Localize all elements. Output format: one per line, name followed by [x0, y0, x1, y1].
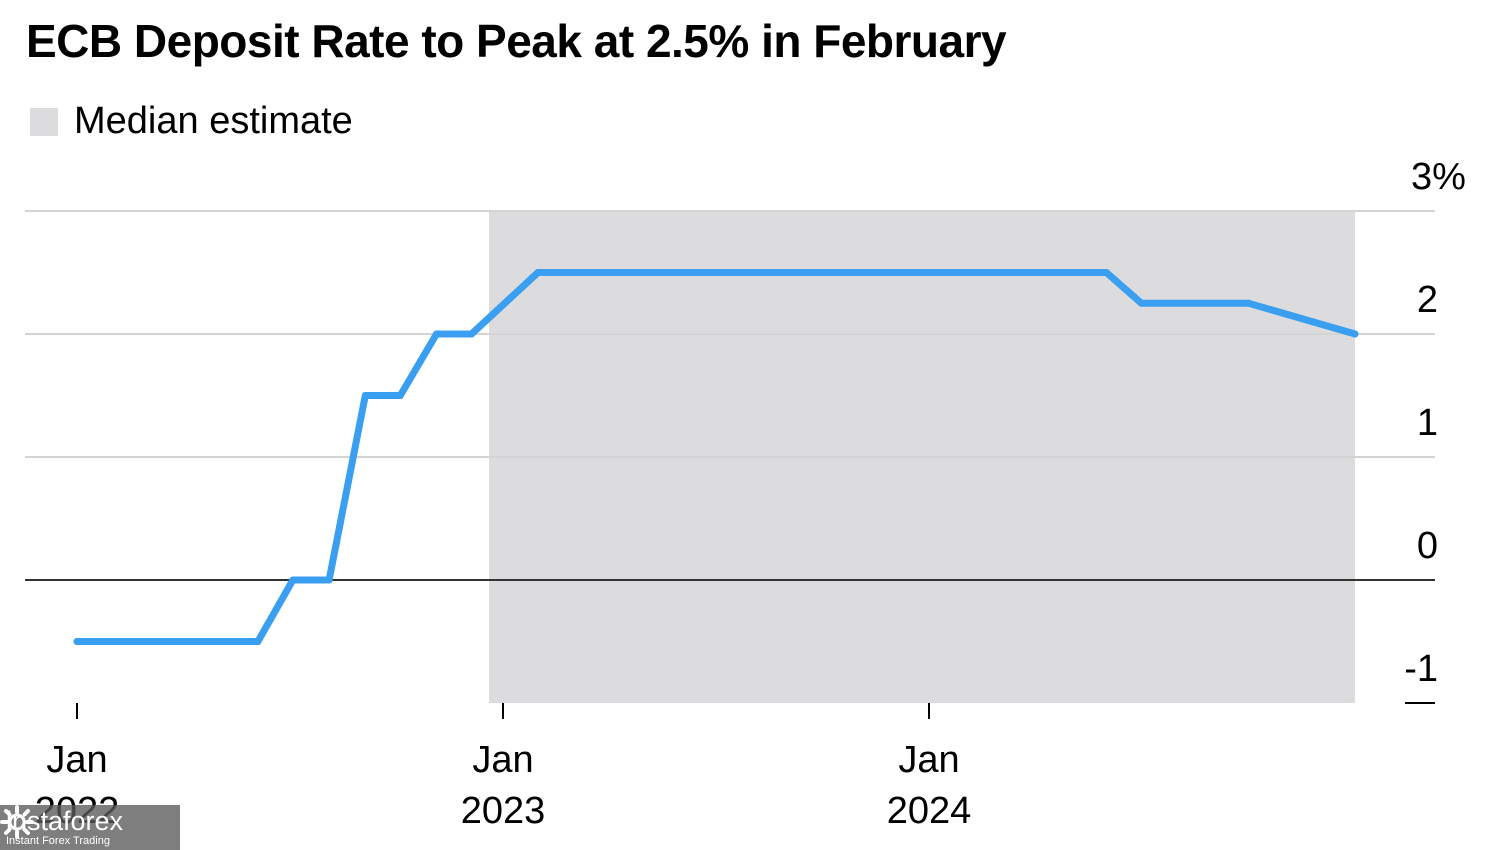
x-tick-label-year: 2024 — [887, 790, 972, 832]
x-tick-label-month: Jan — [46, 739, 107, 781]
series-point — [325, 576, 333, 584]
instaforex-logo-icon — [0, 805, 34, 839]
series-point — [289, 576, 297, 584]
y-tick-label: 2 — [1417, 279, 1438, 321]
y-tick-label: 1 — [1417, 402, 1438, 444]
watermark-tagline: Instant Forex Trading — [6, 835, 110, 847]
series-point — [73, 638, 81, 645]
legend-swatch-median-estimate — [30, 107, 58, 136]
x-tick-label-year: 2023 — [461, 790, 546, 832]
series-point — [396, 392, 404, 399]
legend-label-median-estimate: Median estimate — [74, 100, 353, 142]
series-point — [361, 392, 369, 399]
y-tick-label: 3% — [1411, 156, 1466, 198]
y-tick-label: 0 — [1417, 525, 1438, 567]
legend: Median estimate — [30, 100, 353, 143]
x-tick-label-month: Jan — [472, 739, 533, 781]
watermark: instaforex Instant Forex Trading — [0, 805, 180, 850]
y-tick-label: -1 — [1404, 648, 1438, 690]
series-point — [1102, 269, 1110, 276]
series-point — [432, 330, 440, 338]
chart-title: ECB Deposit Rate to Peak at 2.5% in Febr… — [26, 15, 1007, 67]
series-point — [1137, 299, 1145, 307]
x-tick-label-month: Jan — [898, 739, 959, 781]
series-point — [467, 330, 475, 338]
series-point — [254, 638, 262, 645]
series-point — [1245, 299, 1253, 307]
series-point — [1351, 330, 1359, 338]
series-point — [534, 269, 542, 276]
